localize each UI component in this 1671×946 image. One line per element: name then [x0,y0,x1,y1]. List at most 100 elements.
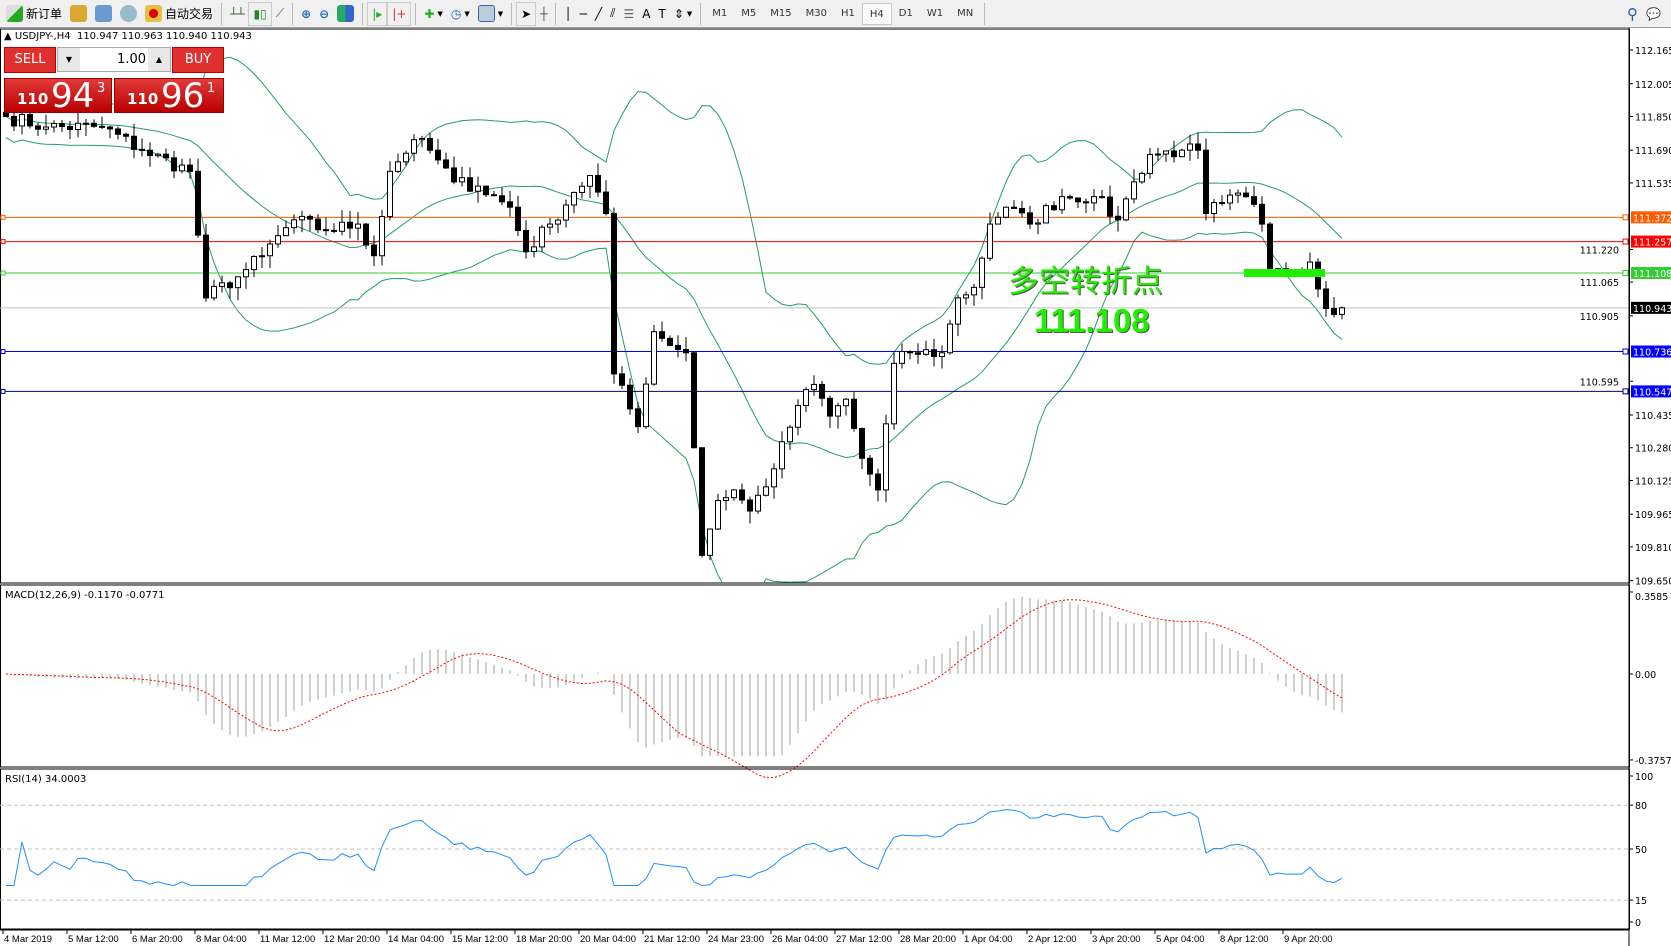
cursor-icon: ➤ [521,6,532,21]
candle-chart-button[interactable]: ▮▯ [248,1,272,26]
new-order-button[interactable]: 新订单 [2,2,66,26]
candle-body [267,243,273,257]
indicators-button[interactable]: ✚ ▼ [420,2,446,26]
timeframe-h1[interactable]: H1 [841,7,855,19]
rsi-tick-label: 80 [1635,801,1647,812]
main-pane-frame [0,28,1630,584]
candle-body [539,226,545,248]
separator [221,2,223,25]
candle [147,142,153,167]
auto-trading-icon [145,5,163,22]
timeframe-w1[interactable]: W1 [926,7,944,19]
vertical-line-button[interactable]: │ [560,2,575,26]
price-tag-bg [1631,385,1671,398]
line-handle [0,388,6,394]
price-tick-label: 110.595 [1580,377,1619,388]
cursor-button[interactable]: ➤ [516,1,537,26]
ask-price-button[interactable]: 110 96 1 [114,78,224,113]
time-label: 3 Apr 20:00 [1092,934,1141,945]
candle [883,414,889,503]
candle-body [627,384,633,410]
candle [1067,194,1073,200]
lot-value[interactable]: 1.00 [117,52,146,67]
trendline-icon: ╱ [594,6,603,21]
candle-body [1235,192,1241,196]
zoom-in-button[interactable]: ⊕ [297,2,315,26]
signals-button[interactable] [116,2,141,26]
text-button[interactable]: A [638,2,654,26]
candle [371,235,377,267]
timeframe-m5[interactable]: M5 [741,7,757,19]
bid-price-button[interactable]: 110 94 3 [4,78,112,113]
candle-body [443,159,449,169]
vertical-line-icon: │ [564,6,572,21]
price-tick-label: 112.165 [1635,46,1671,57]
candle [507,191,513,217]
text-label-button[interactable]: T [654,2,669,26]
market-watch-button[interactable] [66,2,91,26]
lot-increase-button[interactable]: ▲ [148,48,170,71]
price-tag-bg [1631,267,1671,280]
ask-fraction: 1 [207,81,216,96]
price-tick-label: 111.065 [1580,278,1619,289]
candle [531,235,537,258]
periods-button[interactable]: ◷ ▼ [447,2,474,26]
candle-body [1267,223,1273,274]
time-label: 15 Mar 12:00 [452,934,508,945]
candle [1195,132,1201,159]
timeframe-m30[interactable]: M30 [805,7,827,19]
buy-button[interactable]: BUY [172,47,224,73]
templates-button[interactable]: ▼ [474,2,507,26]
candle-body [1227,194,1233,204]
navigator-button[interactable] [91,2,116,26]
candle-body [1003,206,1009,218]
timeframe-m1[interactable]: M1 [712,7,728,19]
separator [511,2,513,25]
candle [595,163,601,197]
lot-decrease-button[interactable]: ▼ [58,48,80,71]
sell-button[interactable]: SELL [4,47,56,73]
price-tick-label: 109.650 [1635,577,1671,588]
timeframe-h4[interactable]: H4 [861,2,892,25]
trendline-button[interactable]: ╱ [591,2,606,26]
fibonacci-button[interactable]: ☰ [620,2,639,26]
timeframe-m15[interactable]: M15 [770,7,792,19]
candle [963,291,969,305]
search-button[interactable]: ⚲ [1623,2,1642,26]
tile-windows-button[interactable] [333,2,358,26]
auto-scroll-button[interactable]: |▸ [367,1,388,26]
candle-body [427,137,433,151]
candle-body [11,115,17,127]
ask-big-figure: 110 [127,90,159,108]
candle [1235,189,1241,204]
arrows-button[interactable]: ⇕ ▼ [670,2,696,26]
chart-title: ▲ USDJPY-,H4 110.947 110.963 110.940 110… [4,31,252,42]
crosshair-button[interactable]: ┼ [536,2,551,26]
zoom-out-button[interactable]: ⊖ [315,2,333,26]
candle-body [1059,196,1065,211]
horizontal-line-button[interactable]: ─ [576,2,591,26]
candle-body [403,152,409,163]
macd-pane-frame [0,584,1630,768]
candle-body [827,397,833,417]
equidistant-channel-button[interactable]: ⫽ [606,2,619,26]
candle [1099,190,1105,199]
lot-size-input[interactable]: ▼ 1.00 ▲ [57,47,171,72]
candle [867,454,873,487]
line-chart-button[interactable]: ⟋ [272,2,288,26]
candle-body [667,337,673,346]
chevron-down-icon: ▼ [497,9,504,18]
chart-shift-button[interactable]: |+ [387,1,412,26]
candle-body [1147,153,1153,174]
chart-area[interactable]: 111.372 111.257 111.108 110.943 110.736 110.5… [0,28,1671,946]
auto-trading-button[interactable]: 自动交易 [141,2,217,26]
chat-button[interactable]: 💬 [1642,2,1665,26]
candle-body [603,191,609,215]
candle-body [483,185,489,196]
candle-body [323,229,329,232]
timeframe-mn[interactable]: MN [957,7,974,19]
symbol-label: USDJPY-,H4 [14,31,71,42]
bar-chart-button[interactable]: ┴┴ [226,2,248,26]
candle [427,132,433,154]
timeframe-d1[interactable]: D1 [898,7,913,19]
